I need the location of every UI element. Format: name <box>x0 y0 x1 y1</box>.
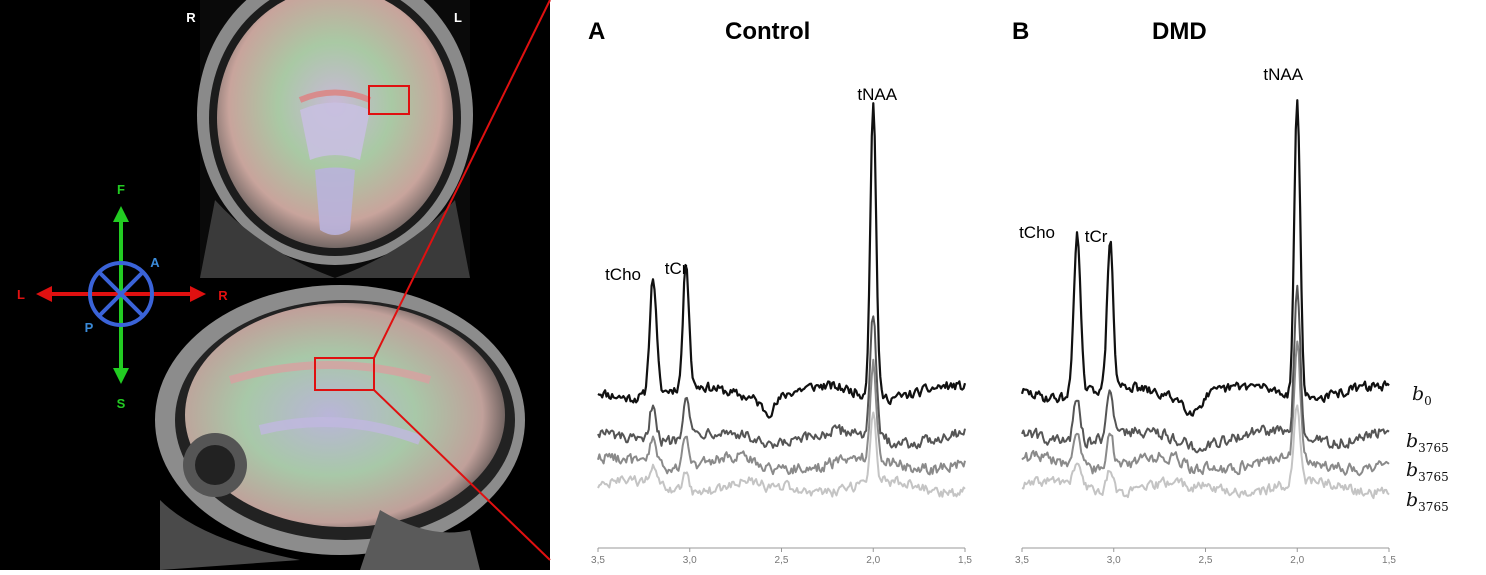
series-line <box>597 102 967 419</box>
x-tick-label: 2,0 <box>866 555 880 566</box>
series-line <box>597 315 966 450</box>
series-line <box>1021 340 1390 477</box>
coronal-slice: R L <box>186 0 473 278</box>
x-tick-label: 2,0 <box>1290 555 1304 566</box>
peak-label: tNAA <box>857 85 897 104</box>
peak-label: tCho <box>605 265 641 284</box>
series-label: b3765 <box>1406 459 1449 484</box>
spectrum-chart: 3,5 3,0 2,5 2,0 1,5 tCho tCr tNAA <box>591 85 972 566</box>
series-label: b3765 <box>1406 430 1449 455</box>
series-line <box>1021 404 1390 500</box>
mri-figure: R L F S L <box>17 0 525 570</box>
sagittal-slice <box>155 285 525 570</box>
x-tick-label: 3,0 <box>1107 555 1121 566</box>
series-line <box>597 411 966 498</box>
x-tick-label: 2,5 <box>775 555 789 566</box>
series-label: b3765 <box>1406 489 1449 514</box>
compass-down-label: S <box>117 396 126 411</box>
coronal-right-label: R <box>186 10 196 25</box>
compass-posterior-label: P <box>85 320 94 335</box>
spectrum-panel-b: B DMD 3,5 3,0 2,5 2,0 1,5 tCho tCr tNAA b0 b3765 b… <box>1010 0 1486 570</box>
compass-right-label: R <box>218 288 228 303</box>
series-label: b0 <box>1412 383 1432 408</box>
spectrum-chart: 3,5 3,0 2,5 2,0 1,5 tCho tCr tNAA b0 b3765 b3765 b3… <box>1015 65 1449 566</box>
series-line <box>1020 99 1390 417</box>
spectrum-panel-a: A Control 3,5 3,0 2,5 2,0 1,5 tCho tCr tNAA <box>588 0 980 570</box>
panel-title: DMD <box>1152 18 1207 45</box>
compass-up-label: F <box>117 182 125 197</box>
series-line <box>597 358 966 476</box>
series-line <box>1021 284 1390 454</box>
x-tick-label: 2,5 <box>1199 555 1213 566</box>
orientation-compass: F S L R A P <box>17 182 228 411</box>
compass-anterior-label: A <box>150 255 160 270</box>
compass-left-label: L <box>17 287 25 302</box>
x-tick-label: 1,5 <box>1382 555 1396 566</box>
panel-letter: B <box>1012 18 1030 45</box>
x-tick-label: 1,5 <box>958 555 972 566</box>
x-tick-label: 3,0 <box>683 555 697 566</box>
x-tick-label: 3,5 <box>591 555 605 566</box>
coronal-left-label: L <box>454 10 462 25</box>
panel-title: Control <box>725 18 811 45</box>
panel-letter: A <box>588 18 606 45</box>
peak-label: tCr <box>665 259 688 278</box>
peak-label: tCho <box>1019 223 1055 242</box>
peak-label: tNAA <box>1263 65 1303 84</box>
x-tick-label: 3,5 <box>1015 555 1029 566</box>
peak-label: tCr <box>1085 227 1108 246</box>
mri-panel: R L F S L <box>0 0 550 570</box>
